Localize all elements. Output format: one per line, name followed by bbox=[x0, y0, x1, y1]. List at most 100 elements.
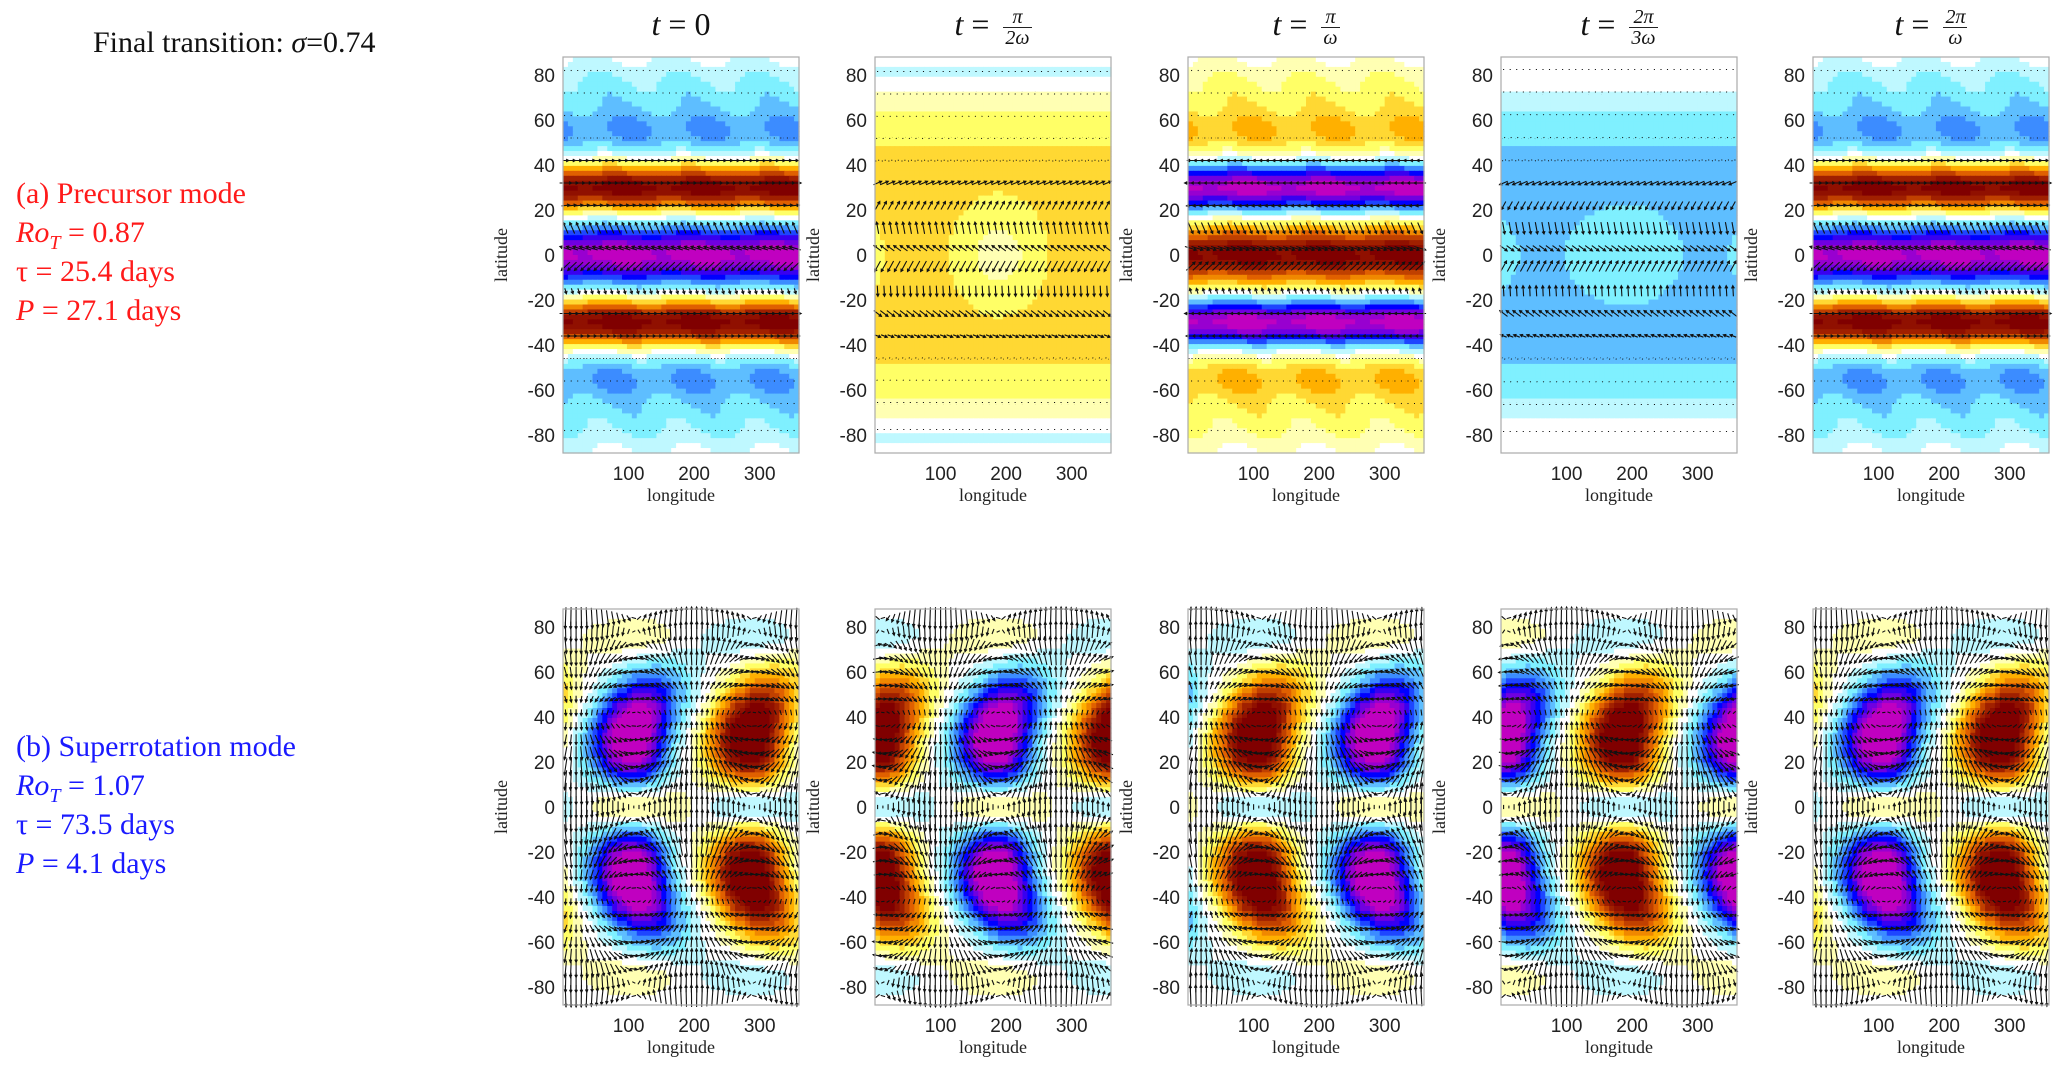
wind-arrow bbox=[918, 622, 922, 642]
wind-arrow bbox=[649, 668, 660, 676]
wind-arrow bbox=[737, 625, 741, 636]
wind-arrow bbox=[633, 858, 644, 863]
wind-arrow bbox=[1003, 655, 1014, 661]
wind-arrow bbox=[787, 771, 794, 790]
wind-arrow bbox=[928, 379, 932, 383]
wind-arrow bbox=[662, 869, 669, 879]
wind-arrow bbox=[752, 630, 757, 633]
wind-arrow bbox=[928, 651, 933, 667]
wind-arrow bbox=[1501, 284, 1506, 297]
wind-arrow bbox=[907, 722, 911, 730]
wind-arrow bbox=[1599, 201, 1605, 211]
wind-arrow bbox=[1040, 379, 1043, 383]
wind-arrow bbox=[1065, 159, 1071, 162]
wind-arrow bbox=[776, 747, 785, 759]
wind-arrow bbox=[603, 747, 612, 759]
wind-arrow bbox=[566, 261, 577, 272]
wind-arrow bbox=[987, 285, 992, 298]
wind-arrow bbox=[947, 285, 952, 298]
wind-arrow bbox=[1672, 222, 1677, 235]
wind-arrow bbox=[932, 180, 942, 186]
wind-arrow bbox=[642, 978, 647, 986]
wind-arrow bbox=[1095, 723, 1101, 729]
wind-arrow bbox=[741, 816, 748, 825]
wind-arrow bbox=[1515, 222, 1520, 236]
contour-field bbox=[1501, 57, 1738, 454]
y-tick-label: -80 bbox=[528, 426, 555, 447]
wind-arrow bbox=[574, 709, 578, 717]
wind-arrow bbox=[1526, 259, 1534, 272]
wind-arrow bbox=[1701, 180, 1712, 186]
wind-arrow bbox=[1695, 309, 1705, 317]
wind-arrow bbox=[1696, 260, 1704, 272]
wind-arrow bbox=[1078, 200, 1084, 210]
wind-arrow bbox=[1711, 357, 1716, 360]
wind-arrow bbox=[709, 924, 716, 933]
wind-arrow bbox=[579, 854, 583, 869]
wind-arrow bbox=[726, 884, 731, 891]
contour-field bbox=[1813, 57, 2050, 454]
wind-arrow bbox=[1092, 285, 1096, 298]
wind-arrow bbox=[762, 978, 767, 988]
wind-arrow bbox=[953, 159, 959, 162]
wind-arrow bbox=[1045, 159, 1051, 162]
wind-arrow bbox=[684, 910, 689, 919]
wind-arrow bbox=[647, 612, 652, 623]
wind-arrow bbox=[1606, 221, 1612, 236]
wind-arrow bbox=[735, 964, 742, 973]
wind-arrow bbox=[727, 938, 739, 946]
wind-arrow bbox=[1524, 180, 1535, 186]
wind-arrow bbox=[754, 777, 765, 783]
wind-arrow bbox=[726, 987, 731, 1004]
wind-arrow bbox=[614, 913, 623, 917]
wind-arrow bbox=[943, 709, 948, 717]
wind-arrow bbox=[714, 651, 721, 665]
wind-arrow bbox=[1835, 245, 1848, 251]
wind-arrow bbox=[938, 722, 943, 732]
wind-arrow bbox=[1042, 650, 1048, 666]
wind-arrow bbox=[933, 722, 937, 732]
wind-arrow bbox=[789, 884, 794, 893]
wind-arrow bbox=[1871, 221, 1878, 234]
wind-arrow bbox=[1415, 158, 1424, 163]
wind-arrow bbox=[941, 357, 946, 360]
wind-arrow bbox=[684, 882, 688, 892]
wind-arrow bbox=[673, 809, 678, 831]
wind-arrow bbox=[953, 200, 960, 210]
wind-arrow bbox=[1098, 655, 1109, 662]
wind-arrow bbox=[620, 886, 626, 890]
wind-arrow bbox=[1685, 113, 1689, 118]
wind-arrow bbox=[1065, 650, 1069, 666]
wind-arrow bbox=[922, 113, 925, 118]
wind-arrow bbox=[1724, 136, 1729, 140]
wind-arrow bbox=[1199, 261, 1209, 271]
wind-arrow bbox=[742, 802, 746, 811]
wind-arrow bbox=[1692, 113, 1696, 118]
wind-arrow bbox=[1106, 724, 1111, 728]
wind-arrow bbox=[589, 949, 595, 964]
wind-arrow bbox=[1521, 379, 1525, 383]
wind-arrow bbox=[705, 910, 709, 919]
wind-arrow bbox=[652, 885, 657, 891]
wind-arrow bbox=[758, 979, 762, 986]
wind-arrow bbox=[1297, 261, 1308, 271]
wind-arrow bbox=[724, 682, 733, 689]
wind-arrow bbox=[729, 654, 739, 663]
wind-arrow bbox=[1020, 113, 1024, 118]
wind-arrow bbox=[699, 745, 704, 760]
wind-arrow bbox=[1305, 222, 1312, 235]
wind-arrow bbox=[922, 379, 925, 383]
wind-arrow bbox=[684, 635, 688, 654]
wind-arrow bbox=[1098, 669, 1109, 675]
wind-arrow bbox=[922, 734, 927, 746]
wind-arrow bbox=[1533, 259, 1540, 272]
wind-arrow bbox=[891, 627, 896, 637]
wind-arrow bbox=[972, 682, 982, 689]
wind-arrow bbox=[1057, 260, 1065, 273]
wind-arrow bbox=[720, 973, 725, 991]
wind-arrow bbox=[694, 744, 699, 760]
wind-arrow bbox=[886, 180, 896, 186]
wind-arrow bbox=[1089, 180, 1100, 186]
mode-b-name: (b) Superrotation mode bbox=[16, 727, 296, 766]
wind-arrow bbox=[1065, 221, 1070, 234]
